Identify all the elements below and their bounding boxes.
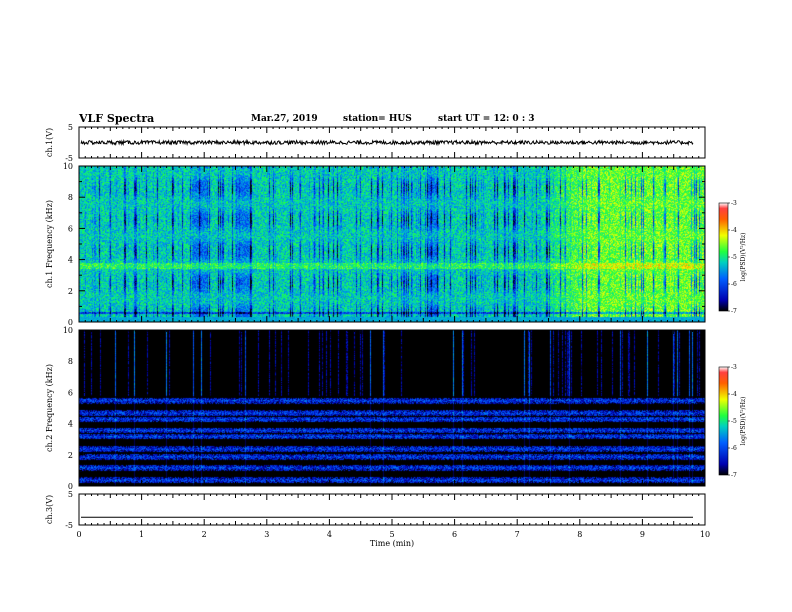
colorbar-tick-label: -7 (731, 308, 737, 315)
colorbar-tick-label: -3 (731, 364, 737, 371)
y-tick-label: -5 (65, 154, 73, 163)
y-tick-label: 4 (68, 256, 73, 265)
ch2-spectrogram-image (79, 330, 705, 486)
y-tick-label: 8 (68, 193, 73, 202)
y-tick-label: 5 (68, 123, 73, 132)
ch1-waveform-line (80, 138, 694, 147)
colorbar (718, 366, 729, 476)
header-date: Mar.27, 2019 (251, 114, 318, 124)
x-tick-label: 10 (700, 530, 710, 539)
colorbar-tick-label: -7 (731, 472, 737, 479)
x-axis-label: Time (min) (370, 539, 414, 548)
x-tick-label: 5 (389, 530, 394, 539)
y-tick-label: 10 (63, 326, 73, 335)
ch1-spectrogram-image (79, 166, 705, 322)
colorbar-tick-label: -4 (731, 391, 737, 398)
x-tick-label: 8 (577, 530, 582, 539)
header-station: station= HUS (343, 114, 412, 124)
y-tick-label: 6 (68, 224, 73, 233)
x-tick-label: 7 (515, 530, 520, 539)
y-tick-label: 5 (68, 490, 73, 499)
y-axis-label: ch.2 Frequency (kHz) (45, 364, 54, 452)
colorbar-tick-label: -5 (731, 254, 737, 261)
x-tick-label: 0 (76, 530, 81, 539)
y-axis-label: ch.3(V) (45, 495, 54, 524)
colorbar (718, 202, 729, 312)
y-tick-label: 2 (68, 451, 73, 460)
y-axis-label: ch.1(V) (45, 128, 54, 157)
x-tick-label: 3 (264, 530, 269, 539)
colorbar-label: log(PSD)(V²/Hz) (740, 233, 747, 282)
y-tick-label: 10 (63, 162, 73, 171)
colorbar-tick-label: -3 (731, 200, 737, 207)
y-tick-label: 6 (68, 388, 73, 397)
x-tick-label: 2 (202, 530, 207, 539)
y-axis-label: ch.1 Frequency (kHz) (45, 200, 54, 288)
x-tick-label: 4 (327, 530, 332, 539)
y-tick-label: 0 (68, 482, 73, 491)
y-tick-label: 4 (68, 420, 73, 429)
figure-title: VLF Spectra (79, 112, 155, 125)
header-start-time: start UT = 12: 0 : 3 (438, 114, 535, 124)
colorbar-tick-label: -6 (731, 445, 737, 452)
colorbar-tick-label: -6 (731, 281, 737, 288)
colorbar-label: log(PSD)(V²/Hz) (740, 397, 747, 446)
colorbar-tick-label: -4 (731, 227, 737, 234)
y-tick-label: -5 (65, 521, 73, 530)
x-tick-label: 9 (640, 530, 645, 539)
x-tick-label: 6 (452, 530, 457, 539)
y-tick-label: 2 (68, 287, 73, 296)
colorbar-tick-label: -5 (731, 418, 737, 425)
y-tick-label: 8 (68, 357, 73, 366)
x-tick-label: 1 (139, 530, 144, 539)
y-tick-label: 0 (68, 318, 73, 327)
